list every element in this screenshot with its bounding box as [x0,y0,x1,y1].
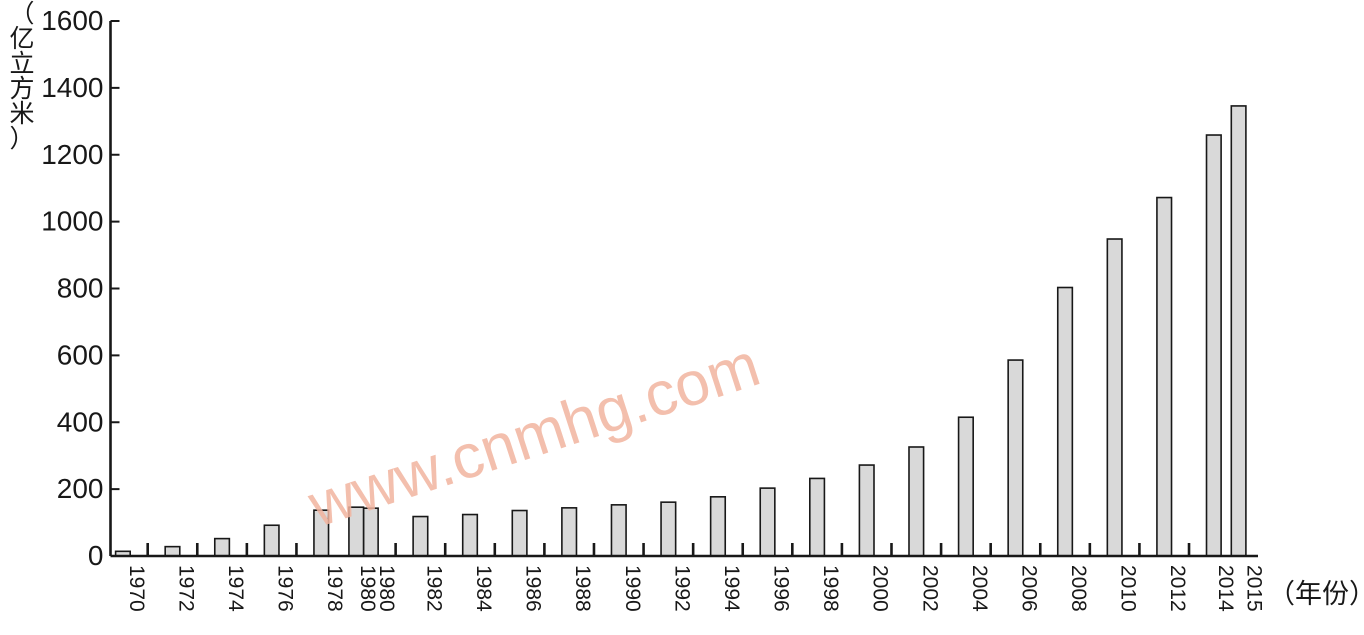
svg-text:1980: 1980 [375,565,398,612]
svg-text:1974: 1974 [224,565,247,612]
svg-text:2000: 2000 [869,565,892,612]
svg-text:1992: 1992 [670,565,693,612]
svg-text:400: 400 [57,406,104,437]
svg-text:1990: 1990 [621,565,644,612]
svg-text:1972: 1972 [174,565,197,612]
svg-text:1988: 1988 [571,565,594,612]
svg-text:1600: 1600 [41,5,103,36]
svg-text:1996: 1996 [770,565,793,612]
svg-text:1200: 1200 [41,139,103,170]
svg-text:2002: 2002 [918,565,941,612]
svg-text:1982: 1982 [422,565,445,612]
svg-text:1976: 1976 [274,565,297,612]
svg-text:2010: 2010 [1117,565,1140,612]
svg-text:800: 800 [57,273,104,304]
svg-text:1984: 1984 [472,565,495,612]
svg-text:2015: 2015 [1243,565,1266,612]
svg-text:1978: 1978 [323,565,346,612]
svg-text:1400: 1400 [41,72,103,103]
svg-text:600: 600 [57,339,104,370]
svg-text:2014: 2014 [1214,565,1237,612]
svg-text:1000: 1000 [41,206,103,237]
svg-text:1998: 1998 [819,565,842,612]
svg-text:2004: 2004 [968,565,991,612]
svg-text:1970: 1970 [125,565,148,612]
svg-text:2008: 2008 [1067,565,1090,612]
svg-text:2012: 2012 [1166,565,1189,612]
svg-text:1986: 1986 [522,565,545,612]
svg-text:200: 200 [57,473,104,504]
svg-text:2006: 2006 [1017,565,1040,612]
svg-text:0: 0 [88,540,104,571]
svg-text:1994: 1994 [720,565,743,612]
